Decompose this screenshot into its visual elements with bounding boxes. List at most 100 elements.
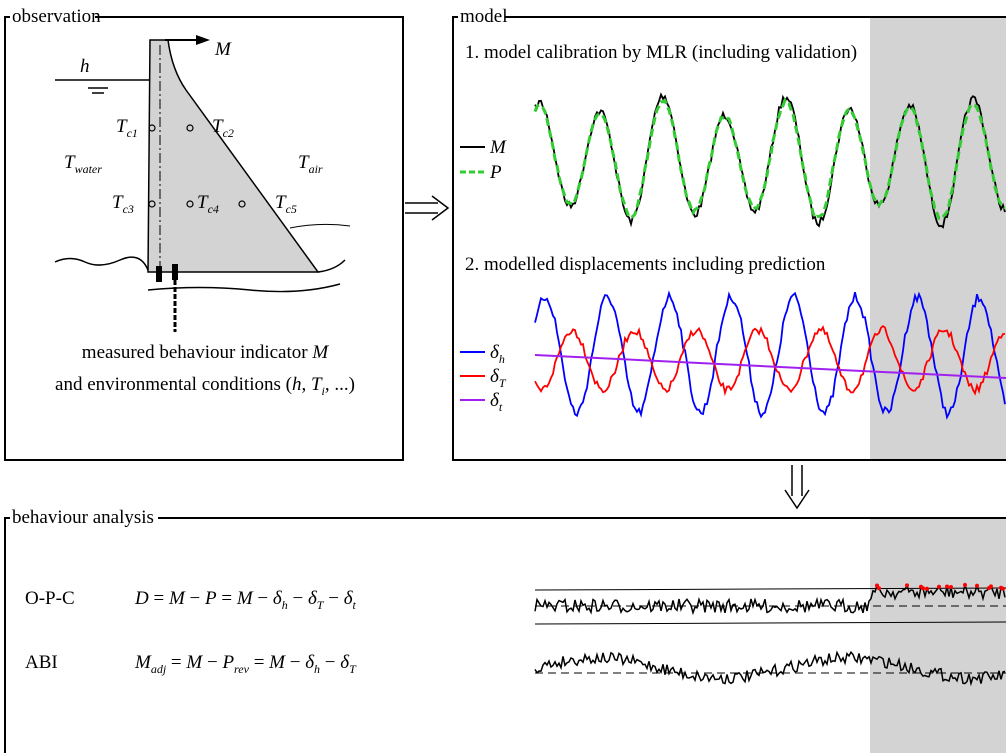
label-text: T (116, 116, 128, 137)
control-limit (534, 621, 1006, 625)
prediction-zone (870, 518, 1006, 753)
label: h (80, 56, 90, 77)
label-text: M (214, 39, 232, 60)
curve-dh (534, 290, 1006, 420)
label-text: M (489, 137, 507, 158)
label-text: T (212, 116, 224, 137)
label-text: − (253, 588, 273, 609)
label: P (489, 162, 502, 183)
label-subscript: h (282, 598, 288, 612)
label-text: M (268, 652, 286, 673)
label-text: δ (308, 588, 318, 609)
outlier (975, 583, 979, 588)
label-text: − (185, 588, 205, 609)
label-text: − (323, 588, 343, 609)
prediction-zone (870, 17, 1006, 460)
label: Twater (64, 152, 102, 176)
label-text: M (185, 652, 203, 673)
label-text: T (311, 374, 323, 395)
label-subscript: h (314, 662, 320, 676)
outlier (963, 583, 967, 587)
outlier (877, 586, 881, 591)
label-subscript: T (499, 376, 507, 390)
section-title: observation (12, 6, 101, 27)
outlier (921, 586, 925, 591)
dam (54, 35, 351, 332)
outlier (989, 584, 993, 589)
label-subscript: adj (151, 662, 167, 676)
label-text: h (80, 56, 90, 77)
label-subscript: air (309, 162, 323, 176)
label-subscript: rev (234, 662, 250, 676)
observation-frame (4, 16, 404, 461)
label-text: δ (305, 652, 315, 673)
label-text: M (134, 652, 152, 673)
label-text: h (292, 374, 302, 395)
label-subscript: c5 (286, 202, 297, 216)
label-text: = (149, 588, 169, 609)
arrow-right (405, 195, 450, 221)
label: Tc4 (197, 192, 219, 216)
label: Tc2 (212, 116, 234, 140)
label-subscript: t (499, 400, 503, 414)
outlier (905, 583, 909, 588)
curve-p (533, 97, 1006, 221)
label-text: T (275, 192, 287, 213)
label-text: M (168, 588, 186, 609)
label-text: = (217, 588, 237, 609)
label-text: T (197, 192, 209, 213)
curve-trend (534, 354, 1006, 379)
label-text: D (134, 588, 149, 609)
label-text: P (204, 588, 217, 609)
label: Tc1 (116, 116, 138, 140)
section-title: model (460, 6, 508, 27)
label: D = M − P = M − δh − δT − δt (134, 588, 357, 612)
label-text: − (320, 652, 340, 673)
label: and environmental conditions (h, Ti, ...… (55, 374, 355, 398)
label-text: P (221, 652, 234, 673)
label-text: − (202, 652, 222, 673)
outlier (945, 584, 949, 589)
curve-dt (534, 324, 1006, 397)
label-subscript: c4 (208, 202, 219, 216)
label-subscript: c2 (223, 126, 234, 140)
label-text: − (285, 652, 305, 673)
label-text: δ (490, 366, 500, 387)
label-text: , ...) (325, 374, 355, 395)
label: δT (490, 366, 507, 390)
label-text: δ (340, 652, 350, 673)
step-title: 1. model calibration by MLR (including v… (465, 42, 857, 63)
label-subscript: i (322, 384, 325, 398)
label-subscript: h (499, 352, 505, 366)
label-subscript: T (317, 598, 325, 612)
label-subscript: c3 (123, 202, 134, 216)
label: measured behaviour indicator M (82, 342, 330, 363)
label-text: M (311, 342, 329, 363)
label-text: = (249, 652, 269, 673)
outlier (937, 584, 941, 589)
arrow-down (784, 465, 810, 510)
model-frame (452, 16, 1006, 461)
label-text: and environmental conditions ( (55, 374, 292, 395)
label-text: P (489, 162, 502, 183)
label: Madj = M − Prev = M − δh − δT (134, 652, 357, 676)
label: Tc3 (112, 192, 134, 216)
label-subscript: c1 (127, 126, 138, 140)
label: Tair (298, 152, 323, 176)
label-text: δ (344, 588, 354, 609)
label-text: , (301, 374, 311, 395)
step-title: 2. modelled displacements including pred… (465, 254, 826, 275)
label-text: δ (490, 390, 500, 411)
curve-abi (534, 650, 1006, 687)
label-subscript: water (75, 162, 103, 176)
label: M (214, 39, 232, 60)
label-text: − (288, 588, 308, 609)
label-subscript: T (349, 662, 357, 676)
label-text: T (112, 192, 124, 213)
section-title: behaviour analysis (12, 507, 154, 528)
row-name: ABI (25, 652, 58, 673)
label-text: δ (490, 342, 500, 363)
outlier (1001, 586, 1005, 591)
row-name: O-P-C (25, 588, 75, 609)
